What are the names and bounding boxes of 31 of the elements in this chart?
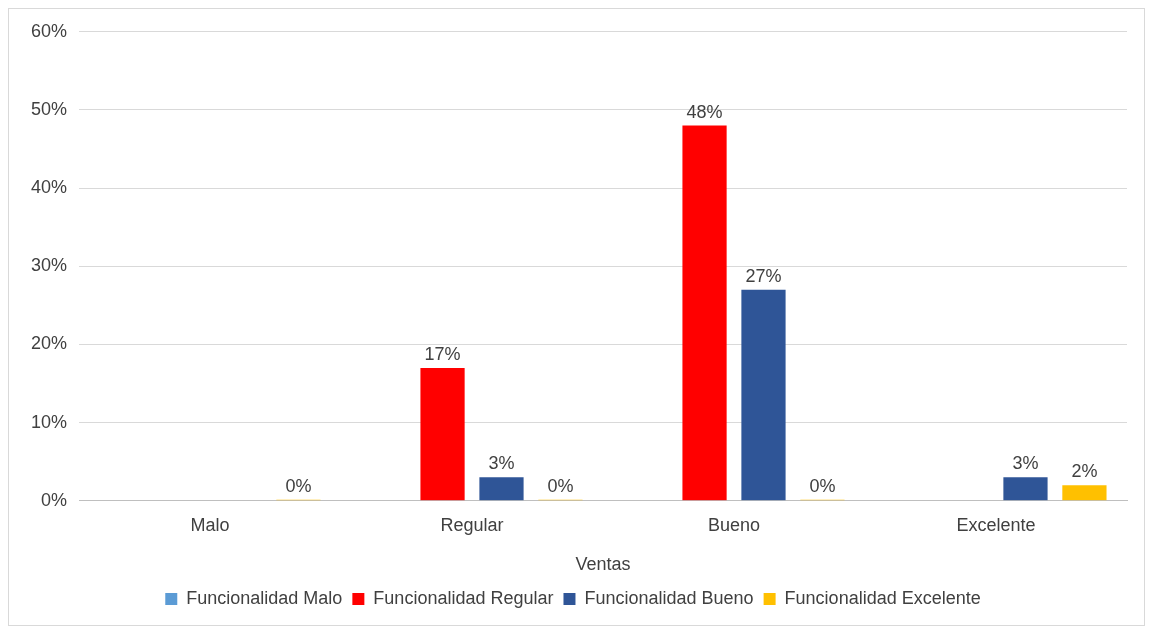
data-label: 17% [424, 343, 461, 364]
data-label: 0% [809, 475, 836, 496]
legend-label: Funcionalidad Bueno [584, 587, 754, 608]
data-label: 3% [488, 453, 515, 474]
y-tick-label: 30% [31, 255, 68, 276]
y-tick-label: 10% [31, 411, 68, 432]
bar [420, 367, 465, 501]
data-label: 27% [745, 265, 782, 286]
bar [1062, 485, 1107, 501]
y-tick-label: 20% [31, 333, 68, 354]
y-tick-label: 40% [31, 177, 68, 198]
data-label: 3% [1012, 453, 1039, 474]
legend-label: Funcionalidad Malo [186, 587, 343, 608]
y-tick-label: 50% [31, 98, 68, 119]
data-label: 2% [1071, 461, 1098, 482]
data-label: 48% [686, 101, 723, 122]
bar [479, 477, 524, 501]
data-label: 0% [547, 475, 574, 496]
legend-label: Funcionalidad Regular [373, 587, 554, 608]
bar [682, 125, 727, 501]
data-label: 0% [285, 475, 312, 496]
y-tick-label: 0% [41, 489, 68, 510]
x-tick-label: Malo [190, 514, 230, 535]
bar [741, 289, 786, 501]
x-axis-title: Ventas [575, 554, 631, 575]
x-tick-label: Excelente [956, 514, 1036, 535]
x-tick-label: Regular [440, 514, 504, 535]
x-tick-label: Bueno [707, 514, 761, 535]
y-tick-label: 60% [31, 20, 68, 41]
legend-label: Funcionalidad Excelente [784, 587, 981, 608]
bar [1003, 477, 1048, 501]
